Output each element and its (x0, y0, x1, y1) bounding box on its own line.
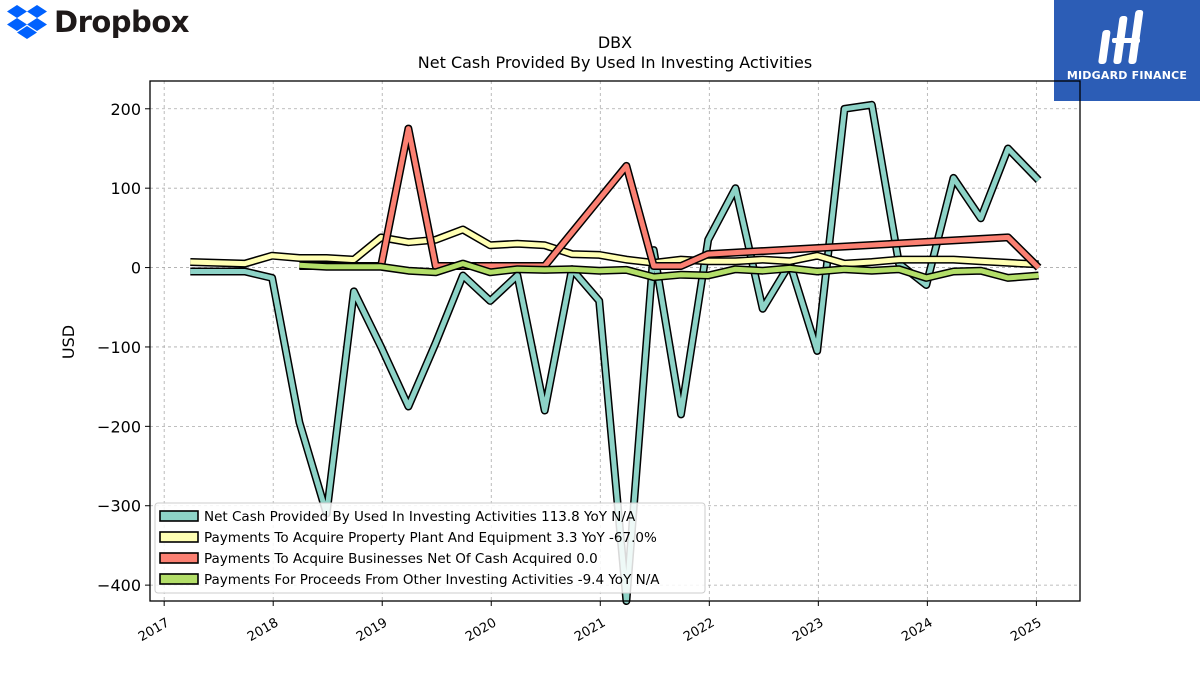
y-tick-label: −200 (97, 417, 141, 436)
plot-frame (149, 80, 1081, 602)
series-line-3 (299, 126, 1041, 270)
midgard-finance-label: MIDGARD FINANCE (1066, 69, 1188, 82)
x-tick-label: 2021 (572, 615, 608, 645)
x-tick-label: 2023 (790, 615, 826, 645)
y-axis-label: USD (59, 325, 78, 359)
series-line-2 (190, 227, 1039, 267)
y-tick-label: 0 (131, 259, 141, 278)
legend-label-4: Payments For Proceeds From Other Investi… (204, 572, 660, 588)
y-tick-label: −400 (97, 576, 141, 595)
dropbox-logo: Dropbox (6, 4, 189, 40)
x-tick-label: 2017 (136, 615, 172, 645)
x-tick-label: 2018 (245, 615, 281, 645)
legend-label-1: Net Cash Provided By Used In Investing A… (204, 509, 636, 525)
legend-label-2: Payments To Acquire Property Plant And E… (204, 530, 657, 546)
x-tick-label: 2025 (1008, 615, 1044, 645)
legend-swatch-3 (159, 552, 199, 564)
y-tick-label: −300 (97, 497, 141, 516)
y-tick-label: 200 (110, 100, 141, 119)
x-tick-label: 2020 (463, 615, 499, 645)
x-tick-label: 2019 (354, 615, 390, 645)
midgard-finance-logo: MIDGARD FINANCE (1054, 0, 1200, 101)
legend-label-3: Payments To Acquire Businesses Net Of Ca… (204, 551, 598, 567)
series-line-4 (299, 261, 1039, 281)
x-tick-label: 2022 (681, 615, 717, 645)
legend: Net Cash Provided By Used In Investing A… (154, 502, 706, 594)
legend-swatch-4 (159, 573, 199, 585)
x-tick-label: 2024 (899, 615, 935, 645)
legend-box (154, 502, 706, 594)
legend-swatch-1 (159, 510, 199, 522)
y-tick-label: 100 (110, 179, 141, 198)
midgard-m-icon (1098, 10, 1144, 64)
dropbox-box-icon (7, 5, 47, 39)
y-tick-label: −100 (97, 338, 141, 357)
chart-subtitle: Net Cash Provided By Used In Investing A… (418, 53, 812, 72)
legend-swatch-2 (159, 531, 199, 543)
dropbox-wordmark: Dropbox (54, 5, 189, 39)
chart-title: DBX (598, 33, 632, 52)
